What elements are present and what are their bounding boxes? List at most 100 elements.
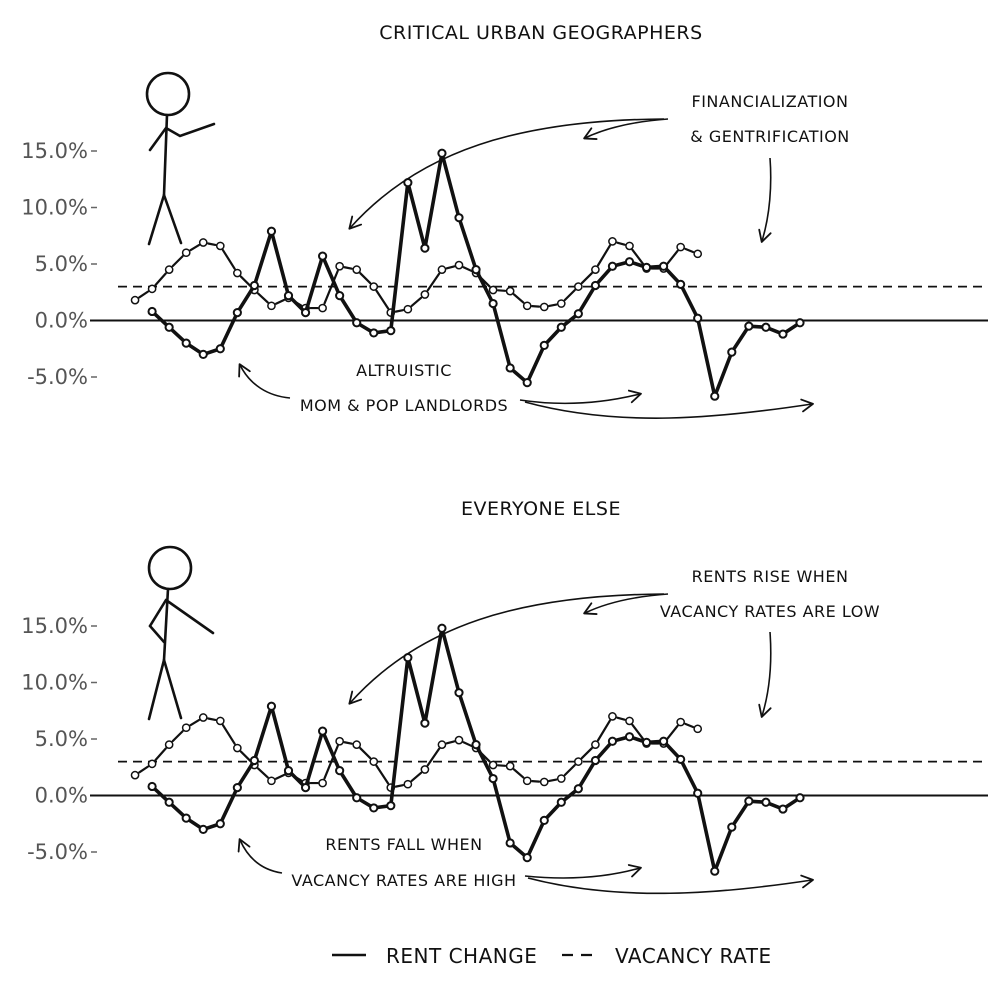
rent-point xyxy=(693,313,703,323)
panel-title: Everyone else xyxy=(461,498,621,520)
vacancy-segment xyxy=(445,740,456,745)
arrow-top-right xyxy=(758,157,772,243)
rent-point xyxy=(761,797,771,807)
stick-figure-legs xyxy=(147,193,183,246)
arrow-top-mid xyxy=(583,118,669,140)
y-tick-label: -5.0% xyxy=(27,840,88,864)
legend-vacancy-label: Vacancy rate xyxy=(615,944,772,968)
rent-point xyxy=(198,824,208,835)
rent-point xyxy=(232,307,242,318)
vacancy-point xyxy=(233,268,242,278)
vacancy-segment xyxy=(665,249,679,266)
rent-point xyxy=(590,755,601,766)
arrow-top-right xyxy=(758,631,772,718)
vacancy-point xyxy=(625,241,634,251)
rent-point xyxy=(283,291,294,301)
rent-point xyxy=(249,755,259,766)
vacancy-segment xyxy=(410,771,423,783)
arrow-bottom-mid xyxy=(519,389,642,405)
rent-point xyxy=(693,788,703,798)
vacancy-point xyxy=(608,237,617,246)
rent-point xyxy=(437,148,447,158)
rent-point xyxy=(147,781,157,792)
vacancy-segment xyxy=(221,724,236,745)
vacancy-segment xyxy=(684,722,695,729)
rent-point xyxy=(454,688,464,698)
rent-point xyxy=(369,803,379,813)
vacancy-point xyxy=(454,260,464,270)
arrow-bottom-right xyxy=(524,398,814,419)
vacancy-point xyxy=(181,248,191,258)
vacancy-point xyxy=(522,776,532,786)
vacancy-segment xyxy=(375,289,390,310)
rent-point xyxy=(488,773,498,784)
rent-point xyxy=(539,340,549,350)
arrow-bottom-right xyxy=(527,874,814,895)
series-vacancy xyxy=(130,237,703,317)
vacancy-segment xyxy=(410,296,423,308)
vacancy-segment xyxy=(563,764,576,777)
rent-point xyxy=(590,280,601,291)
vacancy-point xyxy=(198,713,208,722)
vacancy-segment xyxy=(548,303,558,308)
rent-point xyxy=(215,819,225,829)
vacancy-segment xyxy=(239,750,252,763)
vacancy-segment xyxy=(426,747,441,767)
vacancy-point xyxy=(369,282,379,291)
vacancy-point xyxy=(505,286,515,296)
vacancy-segment xyxy=(631,248,645,266)
vacancy-point xyxy=(693,724,703,734)
series-vacancy xyxy=(130,712,703,792)
vacancy-point xyxy=(488,285,498,295)
rent-point xyxy=(710,391,720,401)
vacancy-point xyxy=(676,717,686,727)
vacancy-point xyxy=(267,301,276,311)
rent-point xyxy=(744,796,754,806)
vacancy-segment xyxy=(359,747,372,760)
rent-point xyxy=(181,338,191,348)
rent-point xyxy=(249,280,259,291)
rent-point xyxy=(232,782,242,793)
rent-point xyxy=(352,318,362,328)
y-axis: 15.0% 10.0% 5.0% 0.0% -5.0% xyxy=(21,139,97,389)
rent-point xyxy=(539,815,549,825)
annotation-top-line-2: vacancy rates are low xyxy=(660,602,880,621)
rent-point xyxy=(573,309,583,319)
vacancy-segment xyxy=(616,241,626,246)
rent-point xyxy=(607,736,618,746)
rent-point xyxy=(744,321,754,331)
vacancy-point xyxy=(608,712,617,721)
panel-critical-urban-geographers: Critical urban geographers 15.0% 10.0% 5.0… xyxy=(21,22,988,419)
vacancy-segment xyxy=(323,744,339,780)
vacancy-segment xyxy=(343,266,353,270)
vacancy-segment xyxy=(239,275,252,288)
vacancy-point xyxy=(198,238,208,247)
arrow-top-mid xyxy=(583,593,669,615)
annotation-top-line-1: Financialization xyxy=(692,92,849,111)
y-tick-label: 5.0% xyxy=(35,252,88,276)
rent-point xyxy=(778,329,788,339)
rent-point xyxy=(335,291,345,301)
vacancy-segment xyxy=(138,765,150,774)
rent-point xyxy=(727,822,737,832)
vacancy-point xyxy=(488,760,498,770)
vacancy-point xyxy=(335,261,344,271)
rent-point xyxy=(198,349,208,359)
rent-point xyxy=(318,251,328,261)
rent-point xyxy=(522,853,532,863)
rent-point xyxy=(164,322,174,332)
legend: Rent change Vacancy rate xyxy=(332,944,772,968)
annotation-bottom-line-2: mom & pop landlords xyxy=(300,396,508,415)
stick-figure-head xyxy=(147,545,193,591)
rent-point xyxy=(266,701,277,711)
vacancy-segment xyxy=(207,717,217,722)
arrow-top-left xyxy=(348,593,665,705)
vacancy-point xyxy=(574,757,583,766)
vacancy-point xyxy=(318,778,327,788)
rent-point xyxy=(283,766,294,776)
series-rent xyxy=(147,148,805,401)
rent-point xyxy=(420,718,430,728)
vacancy-segment xyxy=(274,298,286,305)
vacancy-point xyxy=(676,242,686,252)
